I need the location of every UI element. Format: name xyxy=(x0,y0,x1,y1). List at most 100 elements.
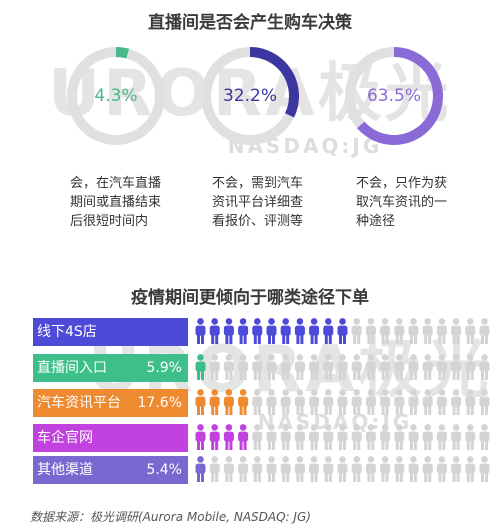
person-icon-empty xyxy=(422,354,433,380)
person-icon-empty xyxy=(351,318,362,344)
person-icon-empty xyxy=(422,318,433,344)
person-icon-empty xyxy=(209,456,220,482)
donut-ring xyxy=(345,47,443,145)
person-icon-empty xyxy=(422,456,433,482)
person-icon-empty xyxy=(479,424,490,450)
person-icon-empty xyxy=(337,389,348,415)
bar-value-label: 5.4% xyxy=(146,462,182,478)
person-icon-empty xyxy=(408,389,419,415)
bar-label-official-site: 车企官网 xyxy=(33,424,188,452)
person-icon-filled xyxy=(266,318,277,344)
person-icon-filled xyxy=(195,424,206,450)
person-icon-filled xyxy=(323,318,334,344)
person-icon-empty xyxy=(408,456,419,482)
person-icon-empty xyxy=(422,389,433,415)
person-icon-empty xyxy=(323,389,334,415)
source-note: 数据来源：极光调研(Aurora Mobile, NASDAQ: JG) xyxy=(30,510,311,524)
bar-value-label: 17.6% xyxy=(137,395,182,411)
person-icon-empty xyxy=(365,424,376,450)
donut-ring xyxy=(67,47,165,145)
donut-ring xyxy=(201,47,299,145)
person-icon-empty xyxy=(309,354,320,380)
person-icon-empty xyxy=(365,389,376,415)
person-icon-empty xyxy=(337,424,348,450)
person-icon-empty xyxy=(223,354,234,380)
bar-category-label: 车企官网 xyxy=(37,430,93,446)
person-icon-empty xyxy=(394,318,405,344)
person-icon-empty xyxy=(451,456,462,482)
person-icon-filled xyxy=(223,318,234,344)
person-icon-filled xyxy=(252,318,263,344)
person-icon-empty xyxy=(479,456,490,482)
person-icon-empty xyxy=(309,424,320,450)
person-icon-empty xyxy=(479,354,490,380)
icon-row-official-site xyxy=(195,424,490,450)
person-icon-empty xyxy=(252,424,263,450)
person-icon-empty xyxy=(294,389,305,415)
person-icon-empty xyxy=(252,456,263,482)
person-icon-empty xyxy=(436,354,447,380)
person-icon-filled xyxy=(337,318,348,344)
person-icon-empty xyxy=(294,456,305,482)
person-icon-filled xyxy=(223,389,234,415)
person-icon-empty xyxy=(252,354,263,380)
icon-row-offline-4s xyxy=(195,318,490,344)
person-icon-empty xyxy=(238,456,249,482)
person-icon-empty xyxy=(451,318,462,344)
person-icon-empty xyxy=(266,389,277,415)
donut-value-label: 4.3% xyxy=(94,86,138,106)
donut-arc xyxy=(67,47,165,145)
person-icon-empty xyxy=(465,318,476,344)
bar-value-label: 5.9% xyxy=(146,360,182,376)
person-icon-empty xyxy=(294,424,305,450)
person-icon-empty xyxy=(323,456,334,482)
person-icon-empty xyxy=(309,456,320,482)
bar-category-label: 其他渠道 xyxy=(37,462,93,478)
person-icon-empty xyxy=(380,456,391,482)
icon-row-other xyxy=(195,456,490,482)
person-icon-empty xyxy=(451,354,462,380)
person-icon-empty xyxy=(209,354,220,380)
person-icon-empty xyxy=(422,424,433,450)
bar-category-label: 直播间入口 xyxy=(37,360,107,376)
person-icon-empty xyxy=(465,354,476,380)
person-icon-empty xyxy=(266,456,277,482)
person-icon-empty xyxy=(451,389,462,415)
donut-description-3: 不会，只作为获取汽车资讯的一种途径 xyxy=(356,176,448,229)
person-icon-empty xyxy=(337,354,348,380)
donut-value-label: 32.2% xyxy=(222,86,277,106)
person-icon-empty xyxy=(323,424,334,450)
person-icon-empty xyxy=(465,389,476,415)
person-icon-empty xyxy=(351,389,362,415)
person-icon-empty xyxy=(280,354,291,380)
person-icon-filled xyxy=(195,354,206,380)
person-icon-empty xyxy=(365,318,376,344)
person-icon-empty xyxy=(294,354,305,380)
bar-section-title: 疫情期间更倾向于哪类途径下单 xyxy=(131,288,369,308)
person-icon-empty xyxy=(436,456,447,482)
person-icon-filled xyxy=(280,318,291,344)
person-icon-empty xyxy=(408,354,419,380)
donut-section-title: 直播间是否会产生购车决策 xyxy=(148,13,352,33)
person-icon-empty xyxy=(309,389,320,415)
person-icon-filled xyxy=(195,318,206,344)
person-icon-empty xyxy=(351,354,362,380)
donut-chart-3: 63.5% xyxy=(342,44,446,148)
person-icon-filled xyxy=(195,389,206,415)
person-icon-empty xyxy=(280,456,291,482)
person-icon-filled xyxy=(209,389,220,415)
person-icon-empty xyxy=(223,456,234,482)
person-icon-empty xyxy=(408,424,419,450)
donut-arc xyxy=(345,47,443,145)
person-icon-empty xyxy=(394,424,405,450)
person-icon-empty xyxy=(394,389,405,415)
person-icon-filled xyxy=(238,318,249,344)
person-icon-empty xyxy=(465,424,476,450)
person-icon-empty xyxy=(479,318,490,344)
donut-description-2: 不会，需到汽车资讯平台详细查看报价、评测等 xyxy=(212,176,304,229)
donut-value-label: 63.5% xyxy=(366,86,421,106)
person-icon-empty xyxy=(351,424,362,450)
person-icon-empty xyxy=(380,389,391,415)
donut-chart-1: 4.3% xyxy=(64,44,168,148)
person-icon-filled xyxy=(223,424,234,450)
